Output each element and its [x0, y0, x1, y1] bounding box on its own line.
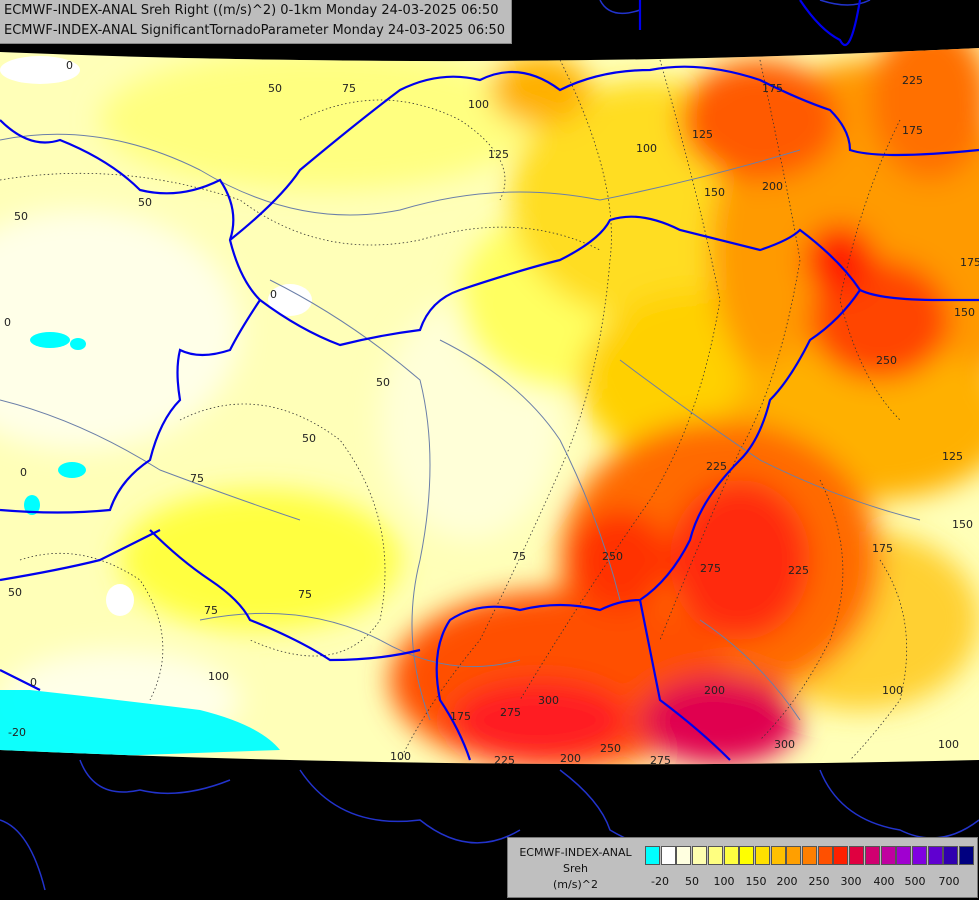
legend-swatch [927, 846, 943, 865]
legend-swatch [896, 846, 912, 865]
legend-swatch [880, 846, 896, 865]
contour-label: 75 [298, 588, 312, 601]
contour-label: 0 [270, 288, 277, 301]
contour-label: 225 [788, 564, 809, 577]
legend-swatch [817, 846, 833, 865]
legend-tick-label: 400 [873, 875, 895, 888]
contour-label: 50 [376, 376, 390, 389]
contour-label: 275 [700, 562, 721, 575]
legend-swatch [849, 846, 865, 865]
legend-tick-label: 50 [685, 875, 699, 888]
contour-labels: 0 50 75 100 125 100 125 175 225 175 150 … [4, 59, 979, 767]
legend-swatch [833, 846, 849, 865]
legend-swatch [645, 846, 660, 865]
contour-label: 250 [600, 742, 621, 755]
legend-swatch [943, 846, 959, 865]
contour-label: 100 [468, 98, 489, 111]
legend-swatch [692, 846, 708, 865]
contour-label: 50 [138, 196, 152, 209]
sreh-field [0, 48, 979, 765]
contour-label: 225 [494, 754, 515, 767]
legend-tick-label: 200 [776, 875, 798, 888]
contour-label: 175 [902, 124, 923, 137]
contour-label: 175 [450, 710, 471, 723]
contour-label: 250 [876, 354, 897, 367]
contour-label: 100 [882, 684, 903, 697]
legend-model: ECMWF-INDEX-ANAL [519, 846, 632, 859]
contour-label: 275 [650, 754, 671, 767]
legend-tick-label: 500 [904, 875, 926, 888]
contour-label: 50 [302, 432, 316, 445]
legend-swatch [959, 846, 974, 865]
contour-label: 100 [636, 142, 657, 155]
legend-swatch [802, 846, 817, 865]
contour-label: 200 [762, 180, 783, 193]
contour-label: 200 [560, 752, 581, 765]
contour-label: 150 [704, 186, 725, 199]
legend-swatch [676, 846, 692, 865]
legend-tick-label: 150 [745, 875, 767, 888]
legend-swatch [723, 846, 739, 865]
contour-label: 125 [488, 148, 509, 161]
contour-label: 100 [390, 750, 411, 763]
legend-unit: (m/s)^2 [553, 878, 598, 891]
contour-label: 150 [952, 518, 973, 531]
contour-label: 300 [538, 694, 559, 707]
contour-label: 75 [204, 604, 218, 617]
legend-tick-label: 100 [713, 875, 735, 888]
legend-swatch [739, 846, 755, 865]
contour-label: 175 [872, 542, 893, 555]
legend-tick-label: -20 [651, 875, 669, 888]
legend-tick-label: 300 [840, 875, 862, 888]
contour-label: 0 [30, 676, 37, 689]
contour-label: 0 [20, 466, 27, 479]
legend-swatch [770, 846, 786, 865]
contour-label: 0 [66, 59, 73, 72]
contour-label: 75 [512, 550, 526, 563]
contour-label: 175 [960, 256, 979, 269]
legend: ECMWF-INDEX-ANAL Sreh (m/s)^2 -20 50 100 15… [507, 837, 978, 898]
contour-label: 225 [706, 460, 727, 473]
contour-label: 125 [692, 128, 713, 141]
title-box: ECMWF-INDEX-ANAL Sreh Right ((m/s)^2) 0-… [0, 0, 513, 44]
legend-swatch [754, 846, 770, 865]
contour-lines [0, 59, 908, 761]
contour-label: 175 [762, 82, 783, 95]
contour-label: 50 [8, 586, 22, 599]
contour-label: 75 [190, 472, 204, 485]
contour-label: 50 [268, 82, 282, 95]
legend-swatch [660, 846, 676, 865]
contour-label: 100 [938, 738, 959, 751]
country-borders [0, 0, 979, 761]
legend-tick-label: 250 [808, 875, 830, 888]
contour-label: 75 [342, 82, 356, 95]
legend-variable: Sreh [562, 862, 588, 875]
contour-label: 200 [704, 684, 725, 697]
legend-swatch [911, 846, 927, 865]
title-line-2: ECMWF-INDEX-ANAL SignificantTornadoParam… [4, 23, 506, 38]
legend-swatch [786, 846, 802, 865]
legend-tick-label: 700 [938, 875, 960, 888]
contour-label: 300 [774, 738, 795, 751]
contour-label: 275 [500, 706, 521, 719]
contour-label: 125 [942, 450, 963, 463]
contour-label: -20 [8, 726, 26, 739]
contour-label: 250 [602, 550, 623, 563]
contour-label: 100 [208, 670, 229, 683]
contour-label: 0 [4, 316, 11, 329]
contour-label: 50 [14, 210, 28, 223]
legend-swatch [864, 846, 880, 865]
title-line-1: ECMWF-INDEX-ANAL Sreh Right ((m/s)^2) 0-… [4, 3, 499, 18]
legend-swatch [707, 846, 723, 865]
rivers [0, 133, 921, 721]
contour-label: 225 [902, 74, 923, 87]
contour-label: 150 [954, 306, 975, 319]
